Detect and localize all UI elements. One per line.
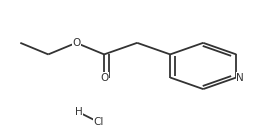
Text: Cl: Cl (94, 117, 104, 127)
Text: O: O (100, 72, 108, 83)
Text: H: H (75, 107, 83, 117)
Text: O: O (72, 38, 80, 48)
Text: N: N (236, 72, 244, 83)
